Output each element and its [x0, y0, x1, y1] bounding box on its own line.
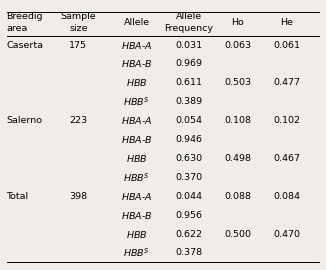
Text: Sample
size: Sample size: [60, 12, 96, 33]
Text: 0.063: 0.063: [224, 40, 252, 50]
Text: 0.956: 0.956: [176, 211, 202, 220]
Text: 0.061: 0.061: [274, 40, 300, 50]
Text: 0.946: 0.946: [176, 135, 202, 144]
Text: 0.969: 0.969: [176, 59, 202, 69]
Text: 0.467: 0.467: [274, 154, 300, 163]
Text: $\mathit{HBB}^{\mathit{S}}$: $\mathit{HBB}^{\mathit{S}}$: [124, 96, 150, 108]
Text: 0.102: 0.102: [274, 116, 300, 125]
Text: $\mathit{HBB}^{\mathit{S}}$: $\mathit{HBB}^{\mathit{S}}$: [124, 171, 150, 184]
Text: $\mathit{HBA}$-$\mathit{B}$: $\mathit{HBA}$-$\mathit{B}$: [121, 134, 153, 145]
Text: 0.108: 0.108: [225, 116, 251, 125]
Text: 0.054: 0.054: [176, 116, 202, 125]
Text: 0.500: 0.500: [225, 230, 251, 239]
Text: 223: 223: [69, 116, 87, 125]
Text: 175: 175: [69, 40, 87, 50]
Text: $\mathit{HBA}$-$\mathit{B}$: $\mathit{HBA}$-$\mathit{B}$: [121, 59, 153, 69]
Text: 0.370: 0.370: [175, 173, 203, 182]
Text: 0.611: 0.611: [176, 78, 202, 87]
Text: $\mathit{HBA}$-$\mathit{A}$: $\mathit{HBA}$-$\mathit{A}$: [121, 191, 153, 202]
Text: 0.084: 0.084: [274, 192, 300, 201]
Text: 0.498: 0.498: [225, 154, 251, 163]
Text: 0.088: 0.088: [225, 192, 251, 201]
Text: Ho: Ho: [231, 18, 244, 27]
Text: 0.477: 0.477: [274, 78, 300, 87]
Text: 0.389: 0.389: [175, 97, 203, 106]
Text: 0.503: 0.503: [224, 78, 252, 87]
Text: $\mathit{HBA}$-$\mathit{A}$: $\mathit{HBA}$-$\mathit{A}$: [121, 40, 153, 50]
Text: 398: 398: [69, 192, 87, 201]
Text: $\mathit{HBB}$: $\mathit{HBB}$: [126, 153, 148, 164]
Text: He: He: [280, 18, 293, 27]
Text: $\mathit{HBB}$: $\mathit{HBB}$: [126, 77, 148, 88]
Text: 0.031: 0.031: [175, 40, 203, 50]
Text: $\mathit{HBB}^{\mathit{S}}$: $\mathit{HBB}^{\mathit{S}}$: [124, 247, 150, 259]
Text: Total: Total: [7, 192, 29, 201]
Text: Allele
Frequency: Allele Frequency: [165, 12, 214, 33]
Text: $\mathit{HBA}$-$\mathit{B}$: $\mathit{HBA}$-$\mathit{B}$: [121, 210, 153, 221]
Text: Allele: Allele: [124, 18, 150, 27]
Text: $\mathit{HBB}$: $\mathit{HBB}$: [126, 229, 148, 239]
Text: Breedig
area: Breedig area: [7, 12, 43, 33]
Text: 0.630: 0.630: [175, 154, 203, 163]
Text: 0.622: 0.622: [176, 230, 202, 239]
Text: 0.378: 0.378: [175, 248, 203, 258]
Text: Caserta: Caserta: [7, 40, 43, 50]
Text: 0.470: 0.470: [274, 230, 300, 239]
Text: 0.044: 0.044: [176, 192, 202, 201]
Text: $\mathit{HBA}$-$\mathit{A}$: $\mathit{HBA}$-$\mathit{A}$: [121, 115, 153, 126]
Text: Salerno: Salerno: [7, 116, 42, 125]
